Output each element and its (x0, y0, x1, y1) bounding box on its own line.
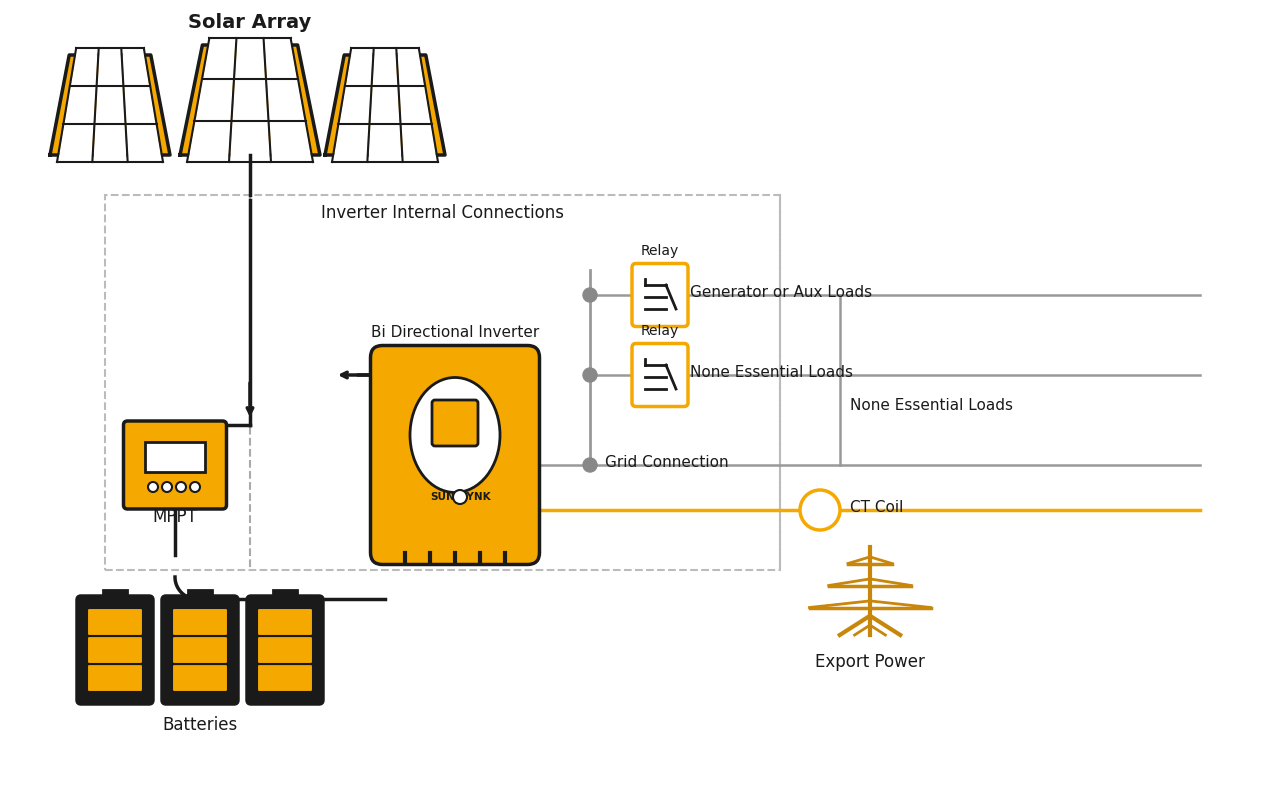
Bar (273, 590, 297, 602)
FancyBboxPatch shape (257, 636, 314, 664)
Text: Export Power: Export Power (815, 653, 925, 671)
Bar (102, 590, 127, 602)
Text: Inverter Internal Connections: Inverter Internal Connections (321, 204, 564, 222)
Polygon shape (402, 123, 436, 163)
Polygon shape (99, 46, 122, 88)
FancyBboxPatch shape (172, 608, 228, 636)
Polygon shape (65, 84, 95, 125)
Text: Grid Connection: Grid Connection (605, 454, 728, 469)
Circle shape (800, 490, 840, 530)
Circle shape (582, 288, 596, 302)
Ellipse shape (410, 378, 500, 493)
Text: Solar Array: Solar Array (188, 13, 311, 32)
FancyBboxPatch shape (632, 264, 689, 327)
Polygon shape (233, 78, 268, 122)
Text: None Essential Loads: None Essential Loads (690, 364, 852, 379)
Circle shape (582, 368, 596, 382)
Text: CT Coil: CT Coil (850, 500, 904, 515)
Polygon shape (50, 55, 170, 155)
Polygon shape (236, 37, 265, 80)
Circle shape (189, 482, 200, 492)
Bar (105, 195, 780, 570)
Polygon shape (399, 84, 430, 125)
Polygon shape (93, 123, 127, 163)
FancyBboxPatch shape (87, 636, 143, 664)
Polygon shape (347, 46, 372, 88)
Polygon shape (96, 84, 124, 125)
Polygon shape (180, 45, 320, 155)
Polygon shape (268, 78, 305, 122)
Polygon shape (372, 46, 397, 88)
Text: SYNK: SYNK (460, 492, 490, 502)
Bar (188, 590, 212, 602)
FancyBboxPatch shape (123, 421, 227, 509)
Text: Generator or Aux Loads: Generator or Aux Loads (690, 285, 872, 300)
Bar (145, 442, 205, 472)
Polygon shape (72, 46, 97, 88)
Polygon shape (230, 120, 270, 163)
Polygon shape (196, 78, 233, 122)
Polygon shape (59, 123, 93, 163)
FancyBboxPatch shape (87, 608, 143, 636)
Polygon shape (334, 123, 367, 163)
Circle shape (163, 482, 172, 492)
Text: Relay: Relay (641, 244, 680, 257)
Text: MPPT: MPPT (152, 508, 197, 526)
Polygon shape (398, 46, 424, 88)
FancyBboxPatch shape (172, 664, 228, 692)
Text: SUN: SUN (430, 492, 456, 502)
FancyBboxPatch shape (257, 608, 314, 636)
Polygon shape (127, 123, 161, 163)
FancyBboxPatch shape (433, 400, 477, 446)
FancyBboxPatch shape (87, 664, 143, 692)
Polygon shape (188, 120, 230, 163)
Text: Batteries: Batteries (163, 716, 238, 734)
Polygon shape (340, 84, 370, 125)
Polygon shape (325, 55, 445, 155)
Circle shape (582, 458, 596, 472)
FancyBboxPatch shape (172, 636, 228, 664)
Polygon shape (369, 123, 401, 163)
Polygon shape (265, 37, 297, 80)
Text: Relay: Relay (641, 324, 680, 337)
Circle shape (148, 482, 157, 492)
Polygon shape (204, 37, 236, 80)
Polygon shape (371, 84, 399, 125)
Polygon shape (125, 84, 155, 125)
FancyBboxPatch shape (370, 346, 539, 564)
FancyBboxPatch shape (257, 664, 314, 692)
Polygon shape (270, 120, 311, 163)
Circle shape (177, 482, 186, 492)
FancyBboxPatch shape (163, 596, 238, 704)
Text: None Essential Loads: None Essential Loads (850, 398, 1012, 413)
FancyBboxPatch shape (77, 596, 154, 704)
FancyBboxPatch shape (632, 344, 689, 406)
Polygon shape (123, 46, 148, 88)
Circle shape (453, 490, 467, 504)
FancyBboxPatch shape (247, 596, 323, 704)
Text: Bi Directional Inverter: Bi Directional Inverter (371, 324, 539, 340)
